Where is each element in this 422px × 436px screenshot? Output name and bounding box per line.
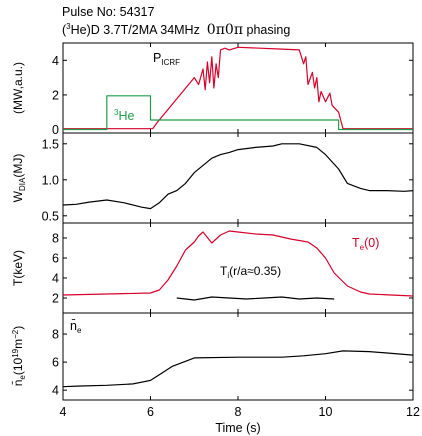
y-axis-label-wdia: WDIA(MJ) <box>11 154 27 203</box>
panel-frame-density <box>62 312 414 401</box>
series-te-0- <box>62 230 414 297</box>
x-tick-label: 12 <box>406 405 420 419</box>
y-axis-label-density: n̄e(1019m−2) <box>11 326 27 387</box>
y-tick-label-density: 8 <box>52 328 59 342</box>
y-tick-label-power: 0 <box>52 123 59 137</box>
panel-frame-wdia <box>62 132 414 224</box>
series-wdia <box>62 143 414 210</box>
label-picrf: PICRF <box>153 51 180 67</box>
label-3he: 3He <box>114 108 134 123</box>
x-axis-label: Time (s) <box>215 421 260 435</box>
label-te0: Te(0) <box>352 236 379 252</box>
x-tick-label: 10 <box>319 405 333 419</box>
label-ti: Ti(r/a≈0.35) <box>220 264 281 280</box>
phasing-symbols: 0π0π <box>206 22 244 39</box>
x-tick-label: 6 <box>147 405 154 419</box>
y-tick-label-wdia: 1.0 <box>42 173 59 187</box>
y-tick-label-temperature: 2 <box>52 292 59 306</box>
y-tick-label-density: 6 <box>52 356 59 370</box>
y-axis-label-temperature: T(keV) <box>11 250 25 286</box>
y-tick-label-wdia: 0.5 <box>42 209 59 223</box>
series-ti-r-a-0-35- <box>176 296 335 301</box>
label-ne: n̄e <box>70 319 82 335</box>
x-tick-label: 8 <box>235 405 242 419</box>
y-tick-label-wdia: 1.5 <box>42 137 59 151</box>
scenario-title: (3He)D 3.7T/2MA 34MHz 0π0π phasing <box>62 22 291 39</box>
series-picrf <box>63 46 413 130</box>
y-tick-label-temperature: 8 <box>52 232 59 246</box>
y-tick-label-power: 4 <box>52 54 59 68</box>
x-tick-label: 4 <box>60 405 67 419</box>
pulse-number: Pulse No: 54317 <box>62 5 155 19</box>
y-tick-label-temperature: 6 <box>52 252 59 266</box>
series-ne-bar <box>62 350 414 388</box>
series-3he <box>63 95 413 131</box>
y-tick-label-temperature: 4 <box>52 272 59 286</box>
y-tick-label-density: 4 <box>52 384 59 398</box>
y-tick-label-power: 2 <box>52 88 59 102</box>
y-axis-label-power: (MW,a.u.) <box>11 62 25 114</box>
